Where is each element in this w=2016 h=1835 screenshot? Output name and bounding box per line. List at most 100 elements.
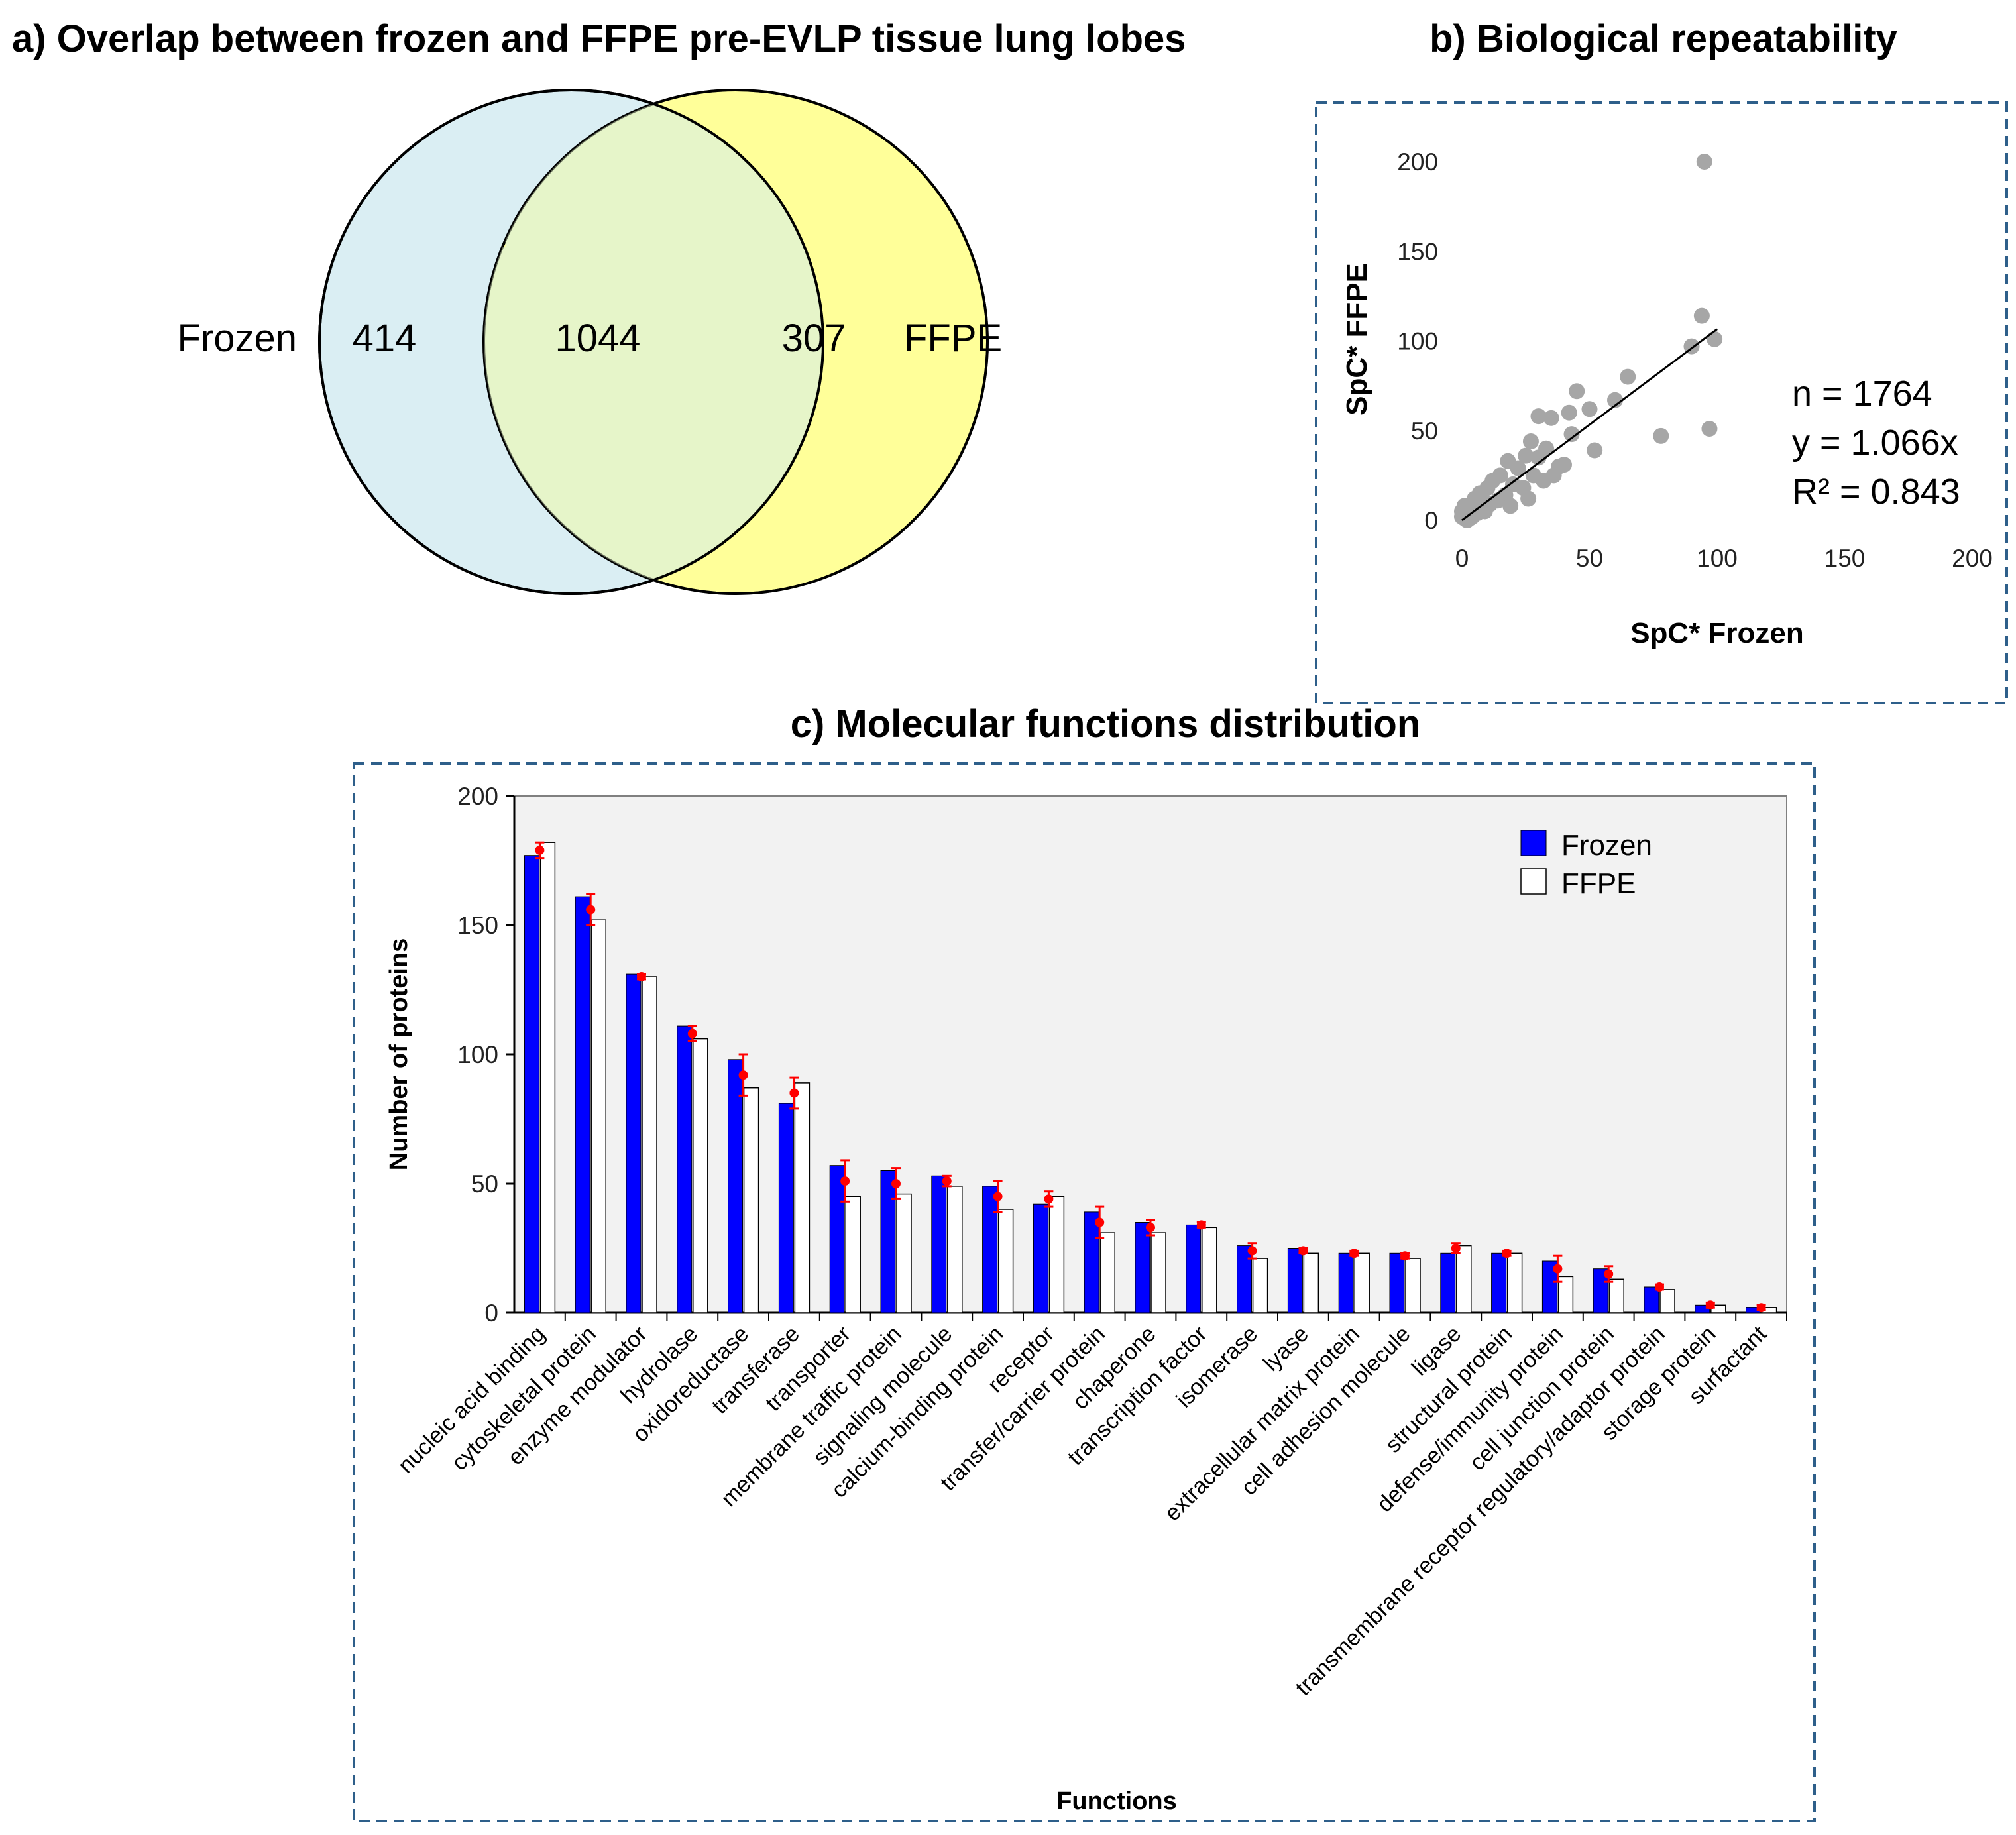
bar-frozen [1440, 1252, 1456, 1313]
bar-frozen [1491, 1252, 1507, 1313]
scatter-point [1502, 498, 1519, 514]
scatter-y-tick-label: 200 [1397, 148, 1438, 176]
scatter-points [1454, 154, 1723, 528]
scatter-point [1500, 453, 1516, 469]
bar-frozen [931, 1175, 947, 1313]
scatter-point [1707, 331, 1723, 347]
scatter-point [1587, 442, 1603, 459]
bar-frozen [1135, 1222, 1150, 1313]
scatter-x-tick-label: 100 [1697, 545, 1738, 572]
bar-ffpe [1048, 1196, 1065, 1313]
venn-title: a) Overlap between frozen and FFPE pre-E… [12, 17, 1186, 60]
scatter-y-tick-label: 100 [1397, 328, 1438, 355]
bar-error-marker [1146, 1219, 1155, 1237]
scatter-x-tick-label: 200 [1952, 545, 1993, 572]
bar-ffpe [1150, 1232, 1166, 1313]
scatter-point [1545, 467, 1562, 484]
bar-ffpe [1608, 1278, 1624, 1313]
scatter-point [1530, 449, 1547, 466]
legend-swatch-ffpe [1520, 868, 1547, 895]
bar-error-marker [1553, 1254, 1563, 1283]
scatter-point [1461, 510, 1478, 527]
bar-ffpe [1202, 1227, 1217, 1313]
bar-y-tick-label: 200 [457, 783, 498, 810]
bar-ffpe [794, 1082, 811, 1313]
scatter-point [1522, 433, 1539, 449]
scatter-trendline [1461, 328, 1718, 522]
bar-panel: c) Molecular functions distribution 0 50 1… [353, 702, 1816, 1822]
bar-error-marker [1705, 1300, 1715, 1310]
bar-error-marker [1349, 1249, 1359, 1258]
bar-error-marker [1095, 1205, 1105, 1239]
bar-frozen [880, 1170, 896, 1313]
bar-bars [524, 842, 1787, 1321]
bar-error-marker [738, 1053, 748, 1097]
bar-error-marker [1502, 1249, 1512, 1258]
bar-error-marker [1196, 1220, 1206, 1230]
legend-label-ffpe: FFPE [1561, 867, 1636, 900]
bar-error-marker [891, 1167, 901, 1200]
bar-ffpe [1659, 1289, 1675, 1313]
bar-frozen [728, 1059, 744, 1313]
bar-ffpe [743, 1087, 759, 1313]
bar-frozen [778, 1103, 794, 1313]
bar-frozen [1338, 1252, 1354, 1313]
bar-error-marker [942, 1174, 952, 1188]
bar-error-marker [1400, 1251, 1410, 1261]
bar-frozen [1541, 1260, 1557, 1313]
bar-error-marker [1451, 1242, 1461, 1254]
scatter-y-tick-label: 0 [1424, 507, 1438, 534]
bar-ffpe [1557, 1276, 1574, 1313]
bar-ffpe [1456, 1245, 1472, 1313]
scatter-x-tick-label: 50 [1576, 545, 1603, 572]
bar-error-marker [789, 1076, 799, 1110]
scatter-point [1471, 485, 1488, 502]
bar-y-tick-label: 0 [484, 1300, 498, 1327]
bar-ffpe [896, 1193, 912, 1313]
bar-y-tick-label: 150 [457, 912, 498, 939]
bar-ffpe [590, 919, 606, 1313]
bar-ffpe [1506, 1252, 1523, 1313]
bar-frozen [1389, 1252, 1405, 1313]
bar-ffpe [845, 1196, 861, 1313]
bar-frozen [1084, 1211, 1099, 1313]
bar-x-label: Functions [1056, 1787, 1177, 1815]
bar-error-marker [586, 893, 596, 926]
bar-error-marker [1044, 1190, 1054, 1208]
scatter-point [1701, 421, 1718, 437]
bar-ffpe [1303, 1252, 1319, 1313]
legend-label-frozen: Frozen [1561, 829, 1652, 862]
bar-frozen [982, 1186, 998, 1313]
legend-swatch-frozen [1520, 830, 1547, 856]
bar-ffpe [997, 1209, 1014, 1313]
scatter-panel: b) Biological repeatability 0 50 100 150 200… [1315, 17, 2008, 704]
scatter-point [1693, 307, 1710, 324]
scatter-point [1563, 426, 1580, 443]
bar-error-marker [637, 972, 646, 981]
bar-ffpe [693, 1038, 708, 1313]
bar-frozen [1644, 1286, 1659, 1313]
scatter-y-tick-label: 150 [1397, 238, 1438, 265]
bar-ffpe [1354, 1252, 1370, 1313]
scatter-title: b) Biological repeatability [1429, 17, 1897, 60]
bar-ffpe [1252, 1258, 1268, 1313]
scatter-stat-n: n = 1764 [1792, 374, 1932, 414]
bar-error-marker [1247, 1242, 1257, 1260]
venn-count-ffpe-only: 307 [782, 317, 846, 360]
bar-frozen [626, 973, 642, 1313]
scatter-point [1569, 383, 1585, 400]
scatter-point [1543, 410, 1559, 426]
bar-error-marker [993, 1180, 1003, 1213]
bar-ffpe [947, 1186, 963, 1313]
scatter-x-tick-label: 0 [1455, 545, 1469, 572]
bar-ffpe [1405, 1258, 1421, 1313]
venn-count-overlap: 1044 [555, 317, 640, 360]
bar-frozen [1593, 1268, 1608, 1313]
scatter-x-tick-label: 150 [1824, 545, 1866, 572]
bar-ffpe [1099, 1232, 1115, 1313]
scatter-point [1653, 427, 1669, 444]
bar-legend: Frozen FFPE [1520, 829, 1652, 900]
venn-panel: a) Overlap between frozen and FFPE pre-E… [12, 17, 1186, 595]
bar-frame [353, 762, 1816, 1822]
